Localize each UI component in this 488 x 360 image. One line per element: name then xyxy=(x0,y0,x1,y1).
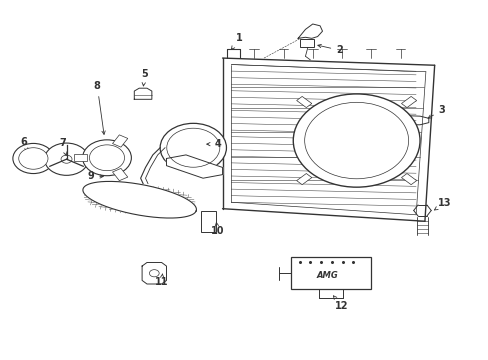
Circle shape xyxy=(44,143,88,175)
Text: 5: 5 xyxy=(141,69,147,86)
Bar xyxy=(74,154,87,161)
Circle shape xyxy=(19,148,48,169)
Circle shape xyxy=(82,140,131,176)
Bar xyxy=(200,211,216,232)
Text: 10: 10 xyxy=(210,222,224,236)
Polygon shape xyxy=(83,181,196,218)
Text: 13: 13 xyxy=(433,198,450,210)
Polygon shape xyxy=(142,262,166,284)
Text: AMG: AMG xyxy=(316,271,337,280)
Bar xyxy=(296,174,311,185)
Text: 7: 7 xyxy=(59,139,67,156)
Bar xyxy=(290,257,370,289)
Circle shape xyxy=(89,145,124,171)
Text: 3: 3 xyxy=(427,105,445,118)
Text: 6: 6 xyxy=(20,137,28,152)
Bar xyxy=(112,135,127,147)
Text: 2: 2 xyxy=(317,44,342,55)
Text: 12: 12 xyxy=(333,296,348,311)
Bar xyxy=(296,96,311,108)
Bar xyxy=(112,168,127,181)
Polygon shape xyxy=(166,155,222,178)
Text: 4: 4 xyxy=(206,139,221,149)
Bar xyxy=(401,96,416,108)
Text: 8: 8 xyxy=(94,81,105,134)
Circle shape xyxy=(293,94,419,187)
Text: 9: 9 xyxy=(87,171,103,181)
Text: 1: 1 xyxy=(231,33,243,49)
Circle shape xyxy=(160,123,226,172)
Text: 11: 11 xyxy=(155,274,168,287)
Circle shape xyxy=(13,143,54,174)
Bar xyxy=(401,174,416,185)
Bar xyxy=(299,40,314,47)
